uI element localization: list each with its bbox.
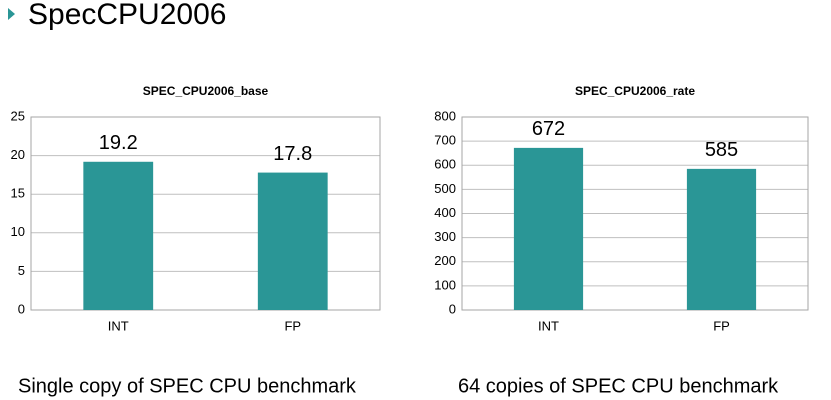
caption: Single copy of SPEC CPU benchmark [18, 375, 357, 397]
plot-border [30, 116, 381, 311]
y-tick-label: 200 [434, 253, 456, 268]
bullet [8, 8, 15, 20]
y-tick-label: 10 [11, 224, 25, 239]
x-tick-label: FP [713, 318, 730, 333]
data-label: 19.2 [99, 132, 138, 154]
y-tick-label: 20 [11, 147, 25, 162]
plot-border [461, 116, 809, 311]
y-tick-label: 100 [434, 277, 456, 292]
y-tick-label: 500 [434, 181, 456, 196]
bar [686, 168, 757, 310]
y-tick-label: 800 [434, 108, 456, 123]
y-tick-label: 0 [449, 301, 456, 316]
y-tick-label: 0 [18, 301, 25, 316]
x-tick-label: INT [538, 318, 559, 333]
x-tick-label: FP [284, 318, 301, 333]
y-tick-label: 400 [434, 205, 456, 220]
data-label: 17.8 [273, 143, 312, 165]
bar [83, 161, 154, 310]
chart-title: SPEC_CPU2006_rate [575, 84, 695, 98]
chart-title: SPEC_CPU2006_base [143, 84, 269, 98]
bar [513, 147, 584, 310]
y-tick-label: 15 [11, 186, 25, 201]
y-tick-label: 25 [11, 108, 25, 123]
data-label: 672 [532, 118, 565, 140]
slide-title: SpecCPU2006 [28, 0, 226, 31]
y-tick-label: 700 [434, 133, 456, 148]
caption: 64 copies of SPEC CPU benchmark [458, 375, 779, 397]
bar [257, 172, 328, 310]
data-label: 585 [705, 139, 738, 161]
y-tick-label: 300 [434, 229, 456, 244]
y-tick-label: 5 [18, 263, 25, 278]
y-tick-label: 600 [434, 157, 456, 172]
x-tick-label: INT [108, 318, 129, 333]
